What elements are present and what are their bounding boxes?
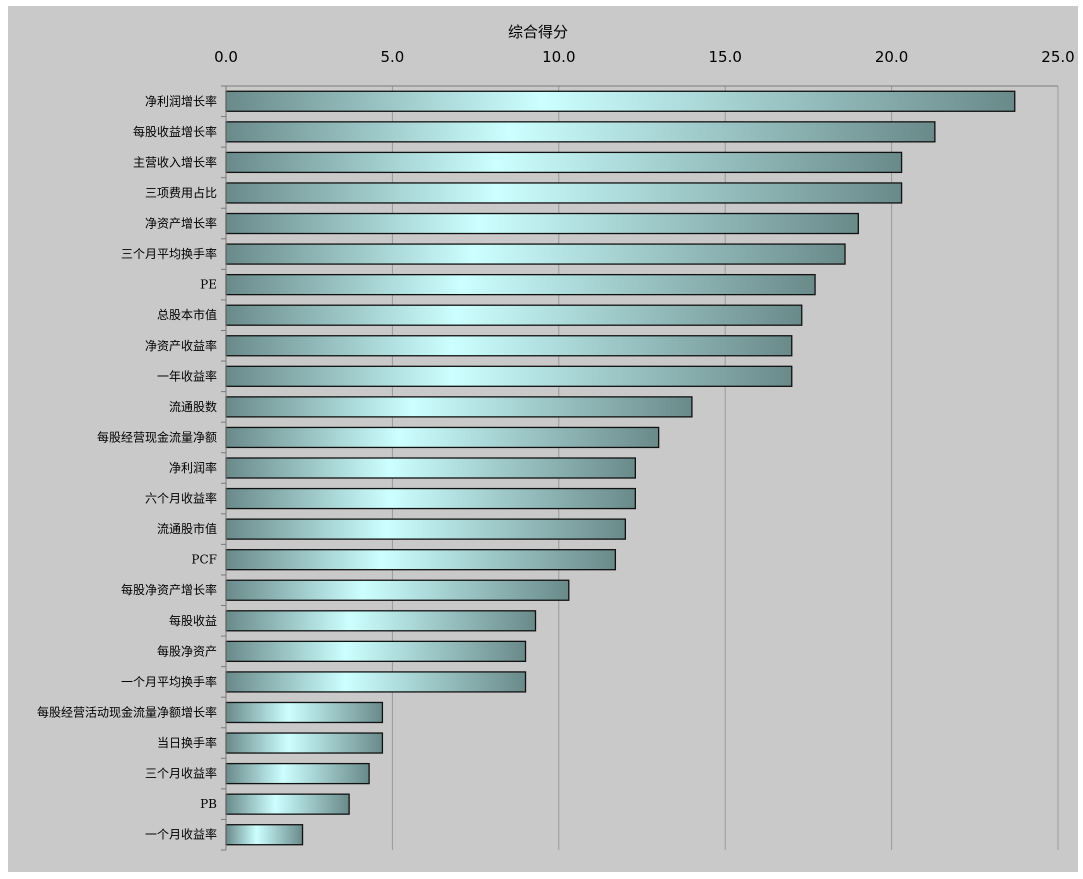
bar: [225, 273, 816, 296]
category-label: 三个月平均换手率: [121, 246, 217, 261]
bar: [225, 610, 537, 632]
category-label: 净利润增长率: [145, 93, 217, 108]
bar: [225, 121, 936, 143]
bar: [225, 762, 370, 785]
x-tick-label: 15.0: [708, 48, 741, 66]
category-label: 流通股数: [169, 399, 217, 414]
category-label: 总股本市值: [157, 307, 217, 322]
bar: [225, 365, 793, 387]
chart-area: 综合得分 0.0 5.0 10.0 15.0 20.0 25.0 净利润增长率每股收益增长…: [8, 6, 1078, 872]
x-tick-label: 5.0: [380, 48, 404, 66]
bar: [225, 212, 859, 235]
bar: [225, 151, 903, 174]
category-label: 主营收入增长率: [133, 154, 217, 169]
x-tick-label: 0.0: [214, 48, 238, 66]
bar: [225, 396, 693, 418]
category-labels: 净利润增长率每股收益增长率主营收入增长率三项费用占比净资产增长率三个月平均换手率…: [37, 93, 217, 841]
category-label: 一年收益率: [157, 368, 217, 383]
category-label: 六个月收益率: [145, 491, 217, 506]
category-label: 每股净资产增长率: [121, 582, 217, 597]
x-tick-label: 20.0: [875, 48, 908, 66]
bar: [225, 457, 636, 479]
category-label: 每股经营现金流量净额: [97, 429, 217, 444]
category-label: 三项费用占比: [145, 185, 217, 200]
bar: [225, 243, 846, 265]
x-tick-label: 10.0: [542, 48, 575, 66]
category-label: 一个月平均换手率: [121, 674, 217, 689]
x-axis-ticks: 0.0 5.0 10.0 15.0 20.0 25.0: [214, 48, 1075, 66]
bar: [225, 487, 636, 510]
category-label: 一个月收益率: [145, 827, 217, 842]
category-label: PB: [200, 797, 217, 811]
chart-title: 综合得分: [508, 23, 568, 41]
bar: [225, 335, 793, 357]
bar: [225, 579, 570, 601]
x-tick-label: 25.0: [1041, 48, 1074, 66]
bar: [225, 732, 384, 754]
bar: [225, 304, 803, 326]
category-label: 流通股市值: [157, 521, 217, 536]
category-label: 每股净资产: [157, 643, 217, 658]
bar: [225, 518, 627, 540]
bar: [225, 90, 1016, 112]
bar: [225, 701, 384, 724]
category-label: 每股收益增长率: [133, 124, 217, 139]
category-label: 每股收益: [169, 613, 217, 628]
bar: [225, 640, 527, 663]
bar: [225, 824, 304, 846]
category-label: PE: [200, 278, 217, 292]
category-label: 当日换手率: [157, 735, 217, 750]
bar: [225, 549, 617, 571]
bar: [225, 426, 660, 449]
category-label: 净资产收益率: [145, 338, 217, 353]
category-label: 净利润率: [169, 460, 217, 475]
bar: [225, 671, 527, 693]
bar: [225, 182, 903, 204]
axes: [221, 85, 1058, 851]
category-label: 净资产增长率: [145, 216, 217, 231]
category-label: 每股经营活动现金流量净额增长率: [37, 704, 217, 719]
bars: [225, 90, 1016, 846]
category-label: 三个月收益率: [145, 766, 217, 781]
category-label: PCF: [191, 553, 217, 567]
bar-chart: 综合得分 0.0 5.0 10.0 15.0 20.0 25.0 净利润增长率每股收益增长…: [37, 23, 1075, 851]
bar: [225, 793, 350, 815]
